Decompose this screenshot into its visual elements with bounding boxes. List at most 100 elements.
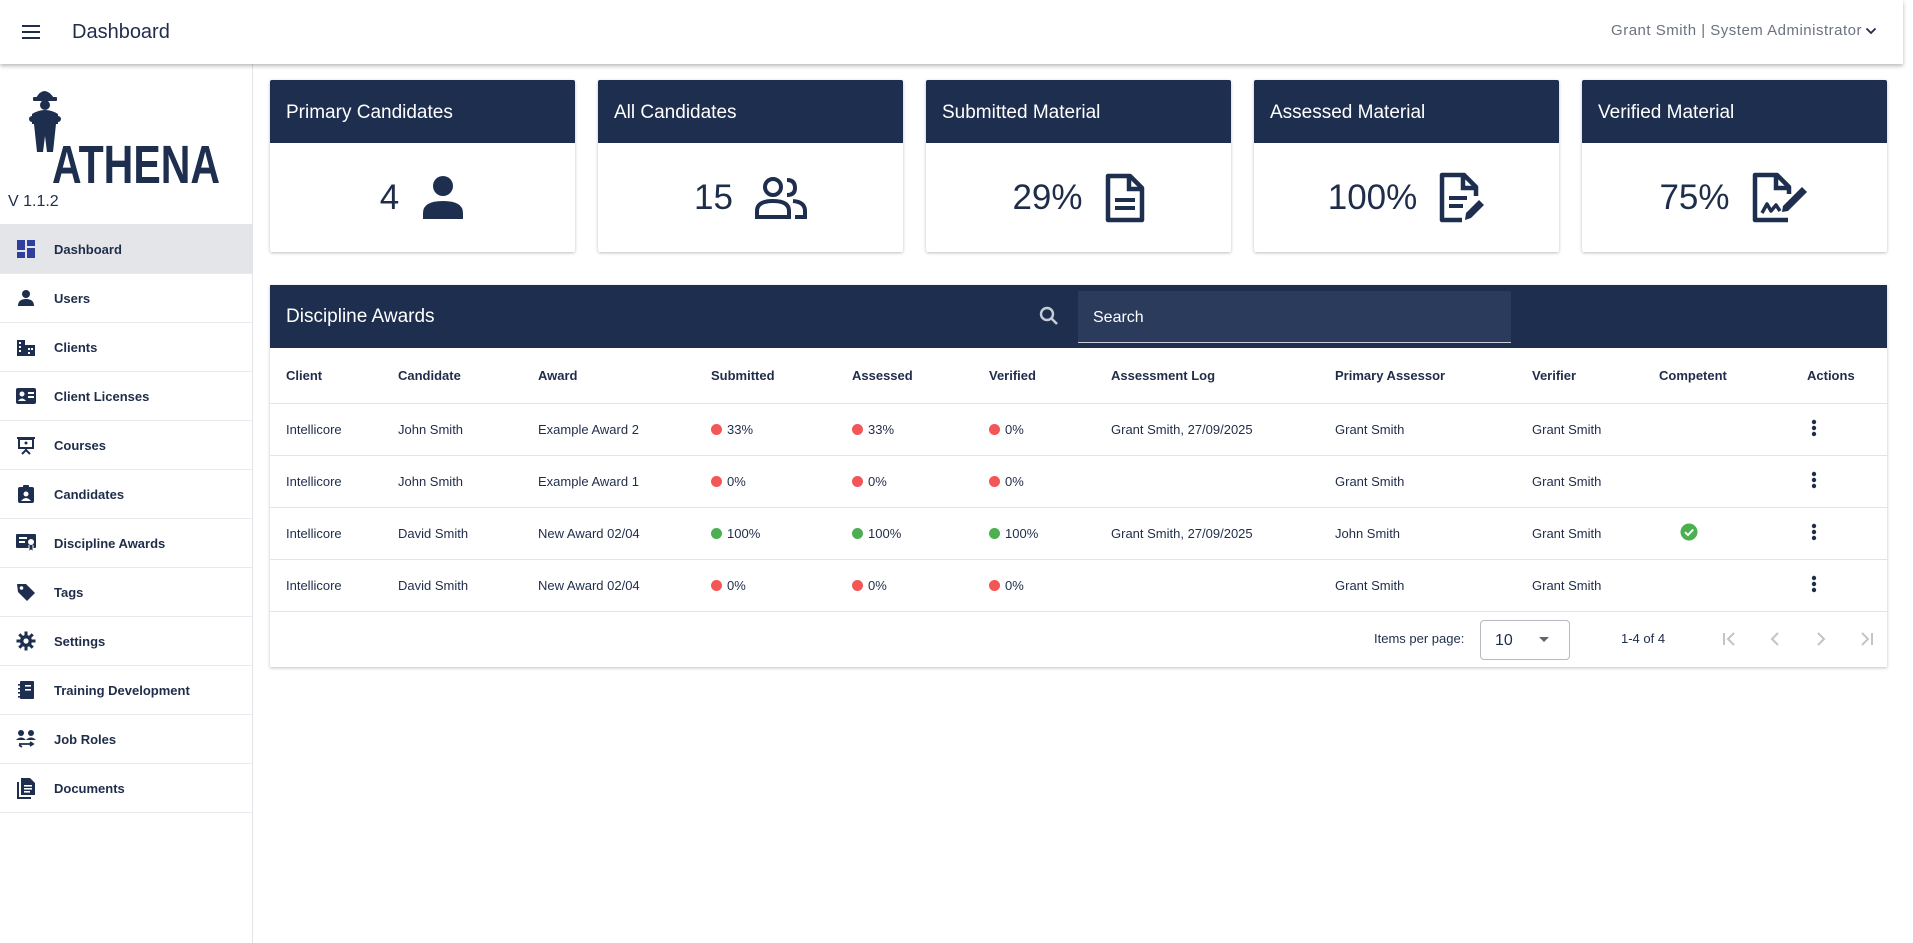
sidebar-item-label: Dashboard (54, 241, 122, 257)
cell-verifier: Grant Smith (1516, 559, 1643, 612)
cell-primary-assessor: John Smith (1319, 507, 1516, 560)
sidebar-item-users[interactable]: Users (0, 274, 252, 323)
id-card-icon (14, 384, 38, 408)
card-title: Assessed Material (1254, 80, 1559, 143)
sidebar-item-tags[interactable]: Tags (0, 568, 252, 617)
tag-icon (14, 580, 38, 604)
more-vert-icon[interactable] (1811, 523, 1817, 541)
cell-verifier: Grant Smith (1516, 507, 1643, 560)
card-submitted-material[interactable]: Submitted Material 29% (926, 80, 1231, 252)
cell-assessed: 100% (836, 507, 973, 560)
card-verified-material[interactable]: Verified Material 75% (1582, 80, 1887, 252)
sidebar-item-label: Settings (54, 633, 106, 649)
user-menu[interactable]: Grant Smith | System Administrator (1611, 22, 1877, 39)
sidebar-item-settings[interactable]: Settings (0, 617, 252, 666)
cell-candidate: John Smith (382, 455, 522, 508)
documents-icon (14, 776, 38, 800)
cell-competent (1643, 507, 1791, 560)
cell-assessment-log: Grant Smith, 27/09/2025 (1095, 507, 1319, 560)
dashboard-icon (14, 237, 38, 261)
presentation-icon (14, 433, 38, 457)
signature-icon (1752, 172, 1807, 222)
verified-value: 0% (1005, 473, 1024, 489)
sidebar-item-clients[interactable]: Clients (0, 323, 252, 372)
column-header[interactable]: Candidate (382, 348, 522, 404)
search-icon[interactable] (1038, 305, 1060, 327)
table-row[interactable]: Intellicore David Smith New Award 02/04 … (270, 559, 1887, 612)
cell-assessment-log (1095, 455, 1319, 508)
cell-candidate: John Smith (382, 403, 522, 456)
column-header[interactable]: Primary Assessor (1319, 348, 1516, 404)
column-header[interactable]: Verifier (1516, 348, 1643, 404)
column-header[interactable]: Competent (1643, 348, 1791, 404)
status-dot (711, 527, 722, 539)
edit-document-icon (1440, 172, 1485, 222)
sidebar-item-candidates[interactable]: Candidates (0, 470, 252, 519)
cell-candidate: David Smith (382, 559, 522, 612)
column-header[interactable]: Assessment Log (1095, 348, 1319, 404)
sidebar-item-client-licenses[interactable]: Client Licenses (0, 372, 252, 421)
sidebar-item-documents[interactable]: Documents (0, 764, 252, 813)
card-all-candidates[interactable]: All Candidates 15 (598, 80, 903, 252)
verified-value: 0% (1005, 421, 1024, 437)
sidebar-item-discipline-awards[interactable]: Discipline Awards (0, 519, 252, 568)
cell-assessed: 0% (836, 455, 973, 508)
logo-text: ATHENA (52, 135, 220, 184)
column-header[interactable]: Verified (973, 348, 1095, 404)
column-header: Actions (1791, 348, 1887, 404)
top-toolbar: Dashboard Grant Smith | System Administr… (0, 0, 1903, 64)
status-dot (852, 475, 863, 487)
cell-assessed: 33% (836, 403, 973, 456)
cell-competent (1643, 403, 1791, 456)
app-version: V 1.1.2 (8, 193, 59, 210)
sidebar-item-dashboard[interactable]: Dashboard (0, 225, 252, 274)
table-row[interactable]: Intellicore David Smith New Award 02/04 … (270, 507, 1887, 560)
table-row[interactable]: Intellicore John Smith Example Award 2 3… (270, 403, 1887, 456)
sidebar-item-job-roles[interactable]: Job Roles (0, 715, 252, 764)
column-header[interactable]: Client (270, 348, 382, 404)
sidebar-item-label: Courses (54, 437, 107, 453)
items-per-page-value: 10 (1495, 631, 1513, 649)
first-page-icon[interactable] (1717, 627, 1741, 651)
card-value: 100% (1327, 177, 1418, 217)
card-primary-candidates[interactable]: Primary Candidates 4 (270, 80, 575, 252)
column-header[interactable]: Award (522, 348, 695, 404)
cell-award: New Award 02/04 (522, 559, 695, 612)
hamburger-menu-icon[interactable] (0, 0, 64, 64)
sidebar-item-training-development[interactable]: Training Development (0, 666, 252, 715)
last-page-icon[interactable] (1855, 627, 1879, 651)
buildings-icon (14, 335, 38, 359)
group-icon (754, 176, 807, 219)
status-dot (989, 423, 1000, 435)
badge-icon (14, 482, 38, 506)
cell-submitted: 0% (695, 455, 836, 508)
next-page-icon[interactable] (1809, 627, 1833, 651)
sidebar-item-label: Job Roles (54, 731, 117, 747)
card-value: 75% (1659, 177, 1730, 217)
more-vert-icon[interactable] (1811, 471, 1817, 489)
more-vert-icon[interactable] (1811, 575, 1817, 593)
paginator: Items per page: 10 1-4 of 4 (270, 612, 1887, 667)
status-dot (711, 475, 722, 487)
sidebar-item-label: Discipline Awards (54, 535, 166, 551)
column-header[interactable]: Assessed (836, 348, 973, 404)
chevron-down-icon (1865, 27, 1877, 34)
previous-page-icon[interactable] (1763, 627, 1787, 651)
submitted-value: 100% (727, 525, 761, 541)
cell-candidate: David Smith (382, 507, 522, 560)
status-dot (711, 579, 722, 591)
column-header[interactable]: Submitted (695, 348, 836, 404)
sidebar-item-label: Tags (54, 584, 84, 600)
sidebar-item-courses[interactable]: Courses (0, 421, 252, 470)
discipline-awards-panel: Discipline Awards Search Client Candidat… (270, 285, 1887, 667)
more-vert-icon[interactable] (1811, 419, 1817, 437)
cell-submitted: 33% (695, 403, 836, 456)
card-assessed-material[interactable]: Assessed Material 100% (1254, 80, 1559, 252)
cell-submitted: 0% (695, 559, 836, 612)
cell-client: Intellicore (270, 559, 382, 612)
search-input[interactable]: Search (1078, 291, 1511, 343)
table-row[interactable]: Intellicore John Smith Example Award 1 0… (270, 455, 1887, 508)
sidebar-item-label: Users (54, 290, 91, 306)
verified-value: 0% (1005, 577, 1024, 593)
items-per-page-select[interactable]: 10 (1480, 619, 1570, 660)
